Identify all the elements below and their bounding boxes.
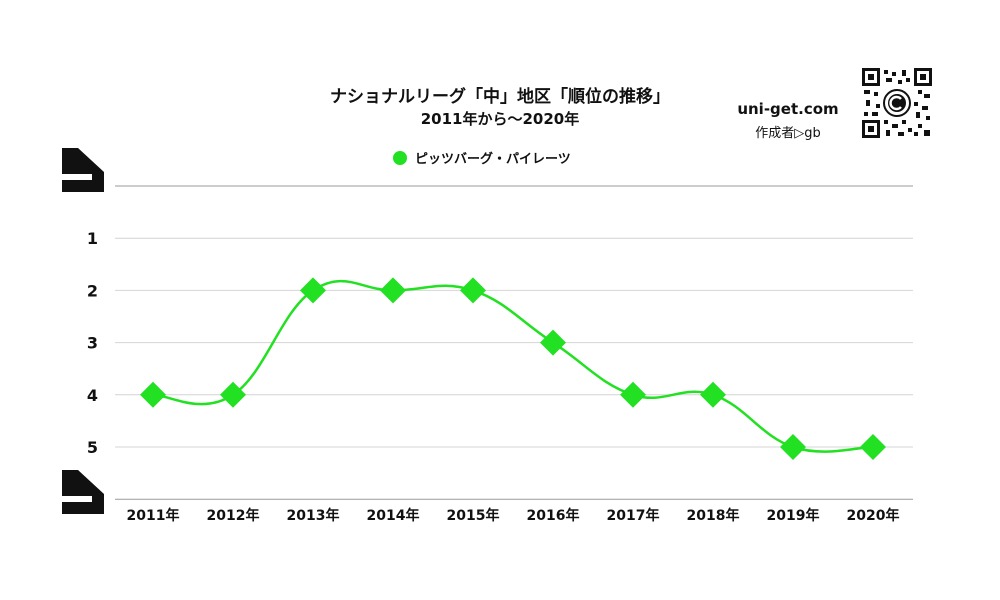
legend-label: ピッツバーグ・パイレーツ xyxy=(415,152,571,167)
data-point xyxy=(300,277,326,304)
data-point xyxy=(220,381,246,408)
data-point xyxy=(780,434,806,460)
x-tick-label: 2019年 xyxy=(767,507,820,524)
y-tick-label: 5 xyxy=(87,438,98,457)
x-tick-label: 2014年 xyxy=(367,507,420,524)
x-tick-label: 2011年 xyxy=(127,507,180,524)
brand-site: uni-get.com xyxy=(737,100,839,118)
data-point xyxy=(700,381,726,408)
y-tick-label: 4 xyxy=(87,386,98,405)
corner-bracket-icon xyxy=(62,470,104,514)
y-tick-label: 3 xyxy=(87,334,98,353)
corner-bracket-icon xyxy=(62,148,104,192)
qr-code-icon xyxy=(862,68,932,138)
x-tick-label: 2013年 xyxy=(287,507,340,524)
data-point xyxy=(860,434,886,460)
y-tick-label: 1 xyxy=(87,229,98,248)
x-tick-label: 2012年 xyxy=(207,507,260,524)
data-point xyxy=(620,381,646,408)
legend: ピッツバーグ・パイレーツ xyxy=(393,148,571,167)
brand-block: uni-get.com 作成者▷gb xyxy=(728,100,848,141)
y-tick-label: 2 xyxy=(87,281,98,300)
chart-title: ナショナルリーグ「中」地区「順位の推移」 xyxy=(330,87,670,107)
x-tick-label: 2015年 xyxy=(447,507,500,524)
data-point xyxy=(460,277,486,304)
brand-author: 作成者▷gb xyxy=(755,126,821,141)
series-line xyxy=(152,279,874,453)
chart-subtitle: 2011年から～2020年 xyxy=(420,110,580,128)
data-point xyxy=(140,381,166,408)
legend-marker xyxy=(393,150,407,165)
data-point xyxy=(380,277,406,304)
x-tick-label: 2020年 xyxy=(847,507,900,524)
x-tick-label: 2018年 xyxy=(687,507,740,524)
x-tick-label: 2017年 xyxy=(607,507,660,524)
x-tick-label: 2016年 xyxy=(527,507,580,524)
data-point xyxy=(540,329,566,356)
